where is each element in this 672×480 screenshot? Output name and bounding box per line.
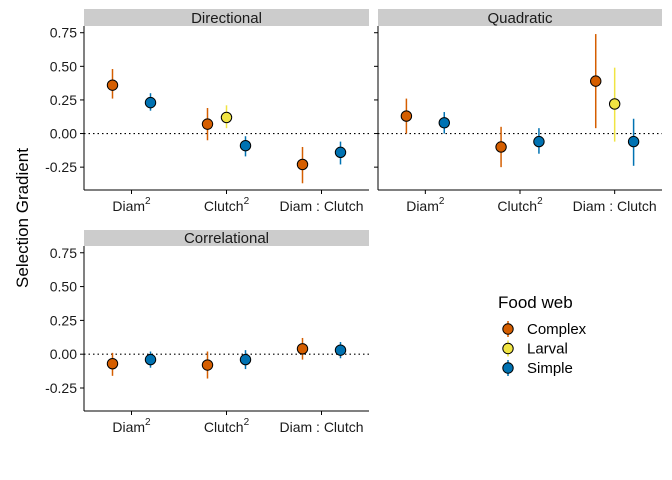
y-tick-label: 0.75 [50,25,77,41]
y-tick-label: 0.00 [50,126,77,142]
panel-strip [84,230,369,246]
legend-label-simple: Simple [527,360,573,377]
y-tick-label: 0.50 [50,279,77,295]
legend: Food web Complex Larval Simple [498,293,587,377]
panel-title: Quadratic [487,10,553,27]
legend-key-simple [502,362,514,374]
point-larval [220,111,233,124]
point-complex [590,75,602,87]
point-simple [239,353,252,366]
x-tick-label: Diam : Clutch [279,419,363,435]
panel-title: Correlational [184,230,269,247]
y-tick-label: 0.50 [50,58,77,74]
x-tick-label: Diam2 [112,417,151,435]
legend-label-complex: Complex [527,321,587,338]
point-complex [296,158,309,171]
x-tick-label: Clutch2 [497,196,543,214]
point-complex [201,118,214,130]
y-tick-label: -0.25 [45,380,77,396]
point-complex [495,141,507,153]
point-complex [201,359,214,371]
point-simple [334,146,347,159]
point-simple [239,139,252,152]
point-simple [144,353,157,366]
panel-strip [84,9,369,26]
point-simple [533,135,545,148]
x-tick-label: Diam : Clutch [279,198,363,214]
point-simple [438,117,450,129]
x-tick-label: Diam : Clutch [573,198,657,214]
point-simple [334,344,347,356]
legend-key-complex [502,323,514,335]
point-simple [144,96,157,109]
point-simple [627,135,640,148]
point-complex [296,343,309,355]
x-tick-label: Clutch2 [204,417,250,435]
point-complex [106,79,119,91]
legend-key-larval [502,342,514,355]
panel-correlational: Correlational -0.25 0.00 0.25 0.50 0.75 Diam2 C… [45,230,369,435]
panel-title: Directional [191,10,262,27]
x-tick-label: Clutch2 [204,196,250,214]
x-tick-label: Diam2 [406,196,445,214]
point-complex [106,357,119,370]
y-tick-label: 0.75 [50,245,77,261]
point-complex [400,110,413,122]
y-tick-label: 0.25 [50,312,77,328]
panel-directional: Directional -0.25 0.00 0.25 0.50 0.75 Diam2 Clu… [45,9,369,214]
point-larval [608,98,621,110]
panel-quadratic: Quadratic Diam2 Clutch2 Diam : Clutch [374,9,662,214]
y-tick-label: 0.25 [50,92,77,108]
y-tick-label: 0.00 [50,346,77,362]
x-tick-label: Diam2 [112,196,151,214]
y-axis-title: Selection Gradient [13,148,32,288]
panel-strip [378,9,662,26]
y-tick-label: -0.25 [45,159,77,175]
legend-title: Food web [498,293,573,312]
legend-label-larval: Larval [527,341,568,358]
